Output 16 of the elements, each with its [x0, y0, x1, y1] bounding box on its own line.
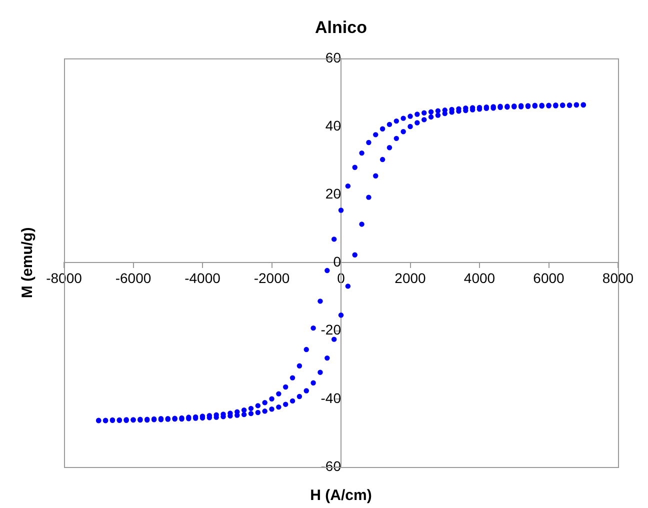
y-axis-title: M (emu/g) — [19, 227, 36, 298]
x-axis-title: H (A/cm) — [310, 487, 372, 504]
x-tick-label: 6000 — [533, 270, 565, 286]
y-tick-label: 60 — [325, 49, 342, 66]
x-tick-label: -6000 — [115, 270, 152, 286]
y-tick-label: 0 — [333, 254, 342, 270]
y-tick-label: 20 — [325, 185, 342, 202]
chart-title: Alnico — [315, 18, 367, 37]
x-tick-label: -2000 — [254, 270, 290, 286]
x-tick-label: 2000 — [394, 270, 426, 286]
y-tick-label: -40 — [320, 390, 342, 406]
x-tick-label: 4000 — [464, 270, 496, 286]
x-tick-label: 8000 — [602, 270, 634, 286]
y-tick-label: 40 — [325, 117, 342, 134]
y-tick-label: -20 — [320, 322, 342, 338]
x-tick-label: -4000 — [184, 270, 221, 286]
